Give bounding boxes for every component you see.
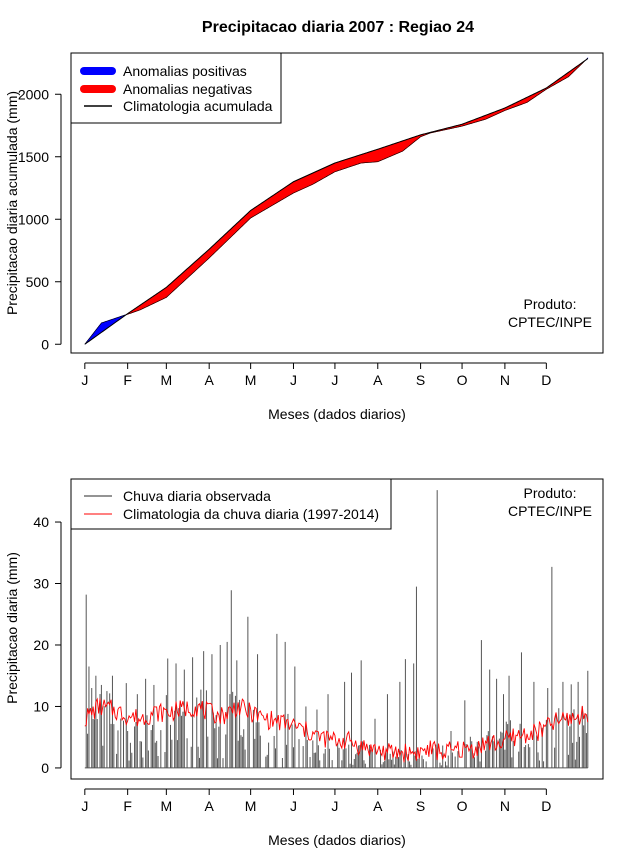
x-tick-label: J xyxy=(81,372,88,388)
legend-box xyxy=(70,478,392,530)
y-tick-label: 500 xyxy=(26,274,50,290)
x-tick-label: J xyxy=(331,372,338,388)
product-source: CPTEC/INPE xyxy=(508,314,592,330)
legend: Anomalias positivas Anomalias negativas … xyxy=(70,52,282,124)
y-tick-label: 0 xyxy=(41,336,49,352)
x-tick-label: A xyxy=(373,372,383,388)
y-axis: 0 10 20 30 40 xyxy=(33,514,62,776)
x-tick-label: F xyxy=(123,372,132,388)
legend: Chuva diaria observada Climatologia da c… xyxy=(70,478,392,530)
x-axis-label: Meses (dados diarios) xyxy=(268,832,406,848)
series-line-layer xyxy=(84,57,589,345)
observed-accumulated-line xyxy=(84,57,589,345)
x-tick-label: A xyxy=(373,798,383,814)
x-tick-label: J xyxy=(290,372,297,388)
daily-bars-layer xyxy=(84,490,589,769)
x-tick-label: M xyxy=(161,798,173,814)
legend-label-observed: Chuva diaria observada xyxy=(123,488,271,504)
x-tick-label: M xyxy=(245,798,257,814)
x-tick-label: O xyxy=(457,798,468,814)
climatology-line-layer xyxy=(84,697,589,763)
y-tick-label: 1000 xyxy=(18,211,49,227)
x-tick-label: A xyxy=(205,798,215,814)
legend-label-climatology: Climatologia da chuva diaria (1997-2014) xyxy=(123,506,379,522)
x-tick-label: M xyxy=(161,372,173,388)
plot-frame xyxy=(70,52,604,354)
y-tick-label: 30 xyxy=(33,576,49,592)
y-tick-label: 20 xyxy=(33,637,49,653)
legend-label-climatology: Climatologia acumulada xyxy=(123,98,273,114)
x-tick-label: M xyxy=(245,372,257,388)
x-tick-label: O xyxy=(457,372,468,388)
daily-chart: J F M A M J J A S O N D 0 10 20 30 40 Meses (dados diar… xyxy=(4,478,604,848)
y-tick-label: 2000 xyxy=(18,86,49,102)
x-axis-label: Meses (dados diarios) xyxy=(268,406,406,422)
figure-title: Precipitacao diaria 2007 : Regiao 24 xyxy=(202,19,474,36)
legend-label-negative: Anomalias negativas xyxy=(123,81,252,97)
y-axis-label: Precipitacao diaria (mm) xyxy=(4,552,20,704)
x-tick-label: D xyxy=(541,372,551,388)
x-tick-label: J xyxy=(331,798,338,814)
legend-label-positive: Anomalias positivas xyxy=(123,63,247,79)
product-label: Produto: xyxy=(524,296,577,312)
x-tick-label: F xyxy=(123,798,132,814)
y-tick-label: 0 xyxy=(41,760,49,776)
y-tick-label: 10 xyxy=(33,698,49,714)
x-tick-label: A xyxy=(205,372,215,388)
x-tick-label: J xyxy=(81,798,88,814)
x-tick-label: J xyxy=(290,798,297,814)
product-source: CPTEC/INPE xyxy=(508,503,592,519)
product-label: Produto: xyxy=(524,485,577,501)
y-axis: 0 500 1000 1500 2000 xyxy=(18,86,62,352)
x-tick-label: S xyxy=(416,798,425,814)
legend-box xyxy=(70,52,282,124)
y-tick-label: 1500 xyxy=(18,149,49,165)
x-tick-label: D xyxy=(541,798,551,814)
y-axis-label: Precipitacao diaria acumulada (mm) xyxy=(4,91,20,315)
daily-climatology-line xyxy=(84,697,589,763)
x-tick-label: N xyxy=(500,372,510,388)
y-tick-label: 40 xyxy=(33,514,49,530)
x-tick-label: S xyxy=(416,372,425,388)
accumulated-chart: J F M A M J J A S O N D 0 500 1000 1500 2000 Meses (dad… xyxy=(4,52,604,422)
climatology-accumulated-line xyxy=(84,58,589,345)
x-tick-label: N xyxy=(500,798,510,814)
